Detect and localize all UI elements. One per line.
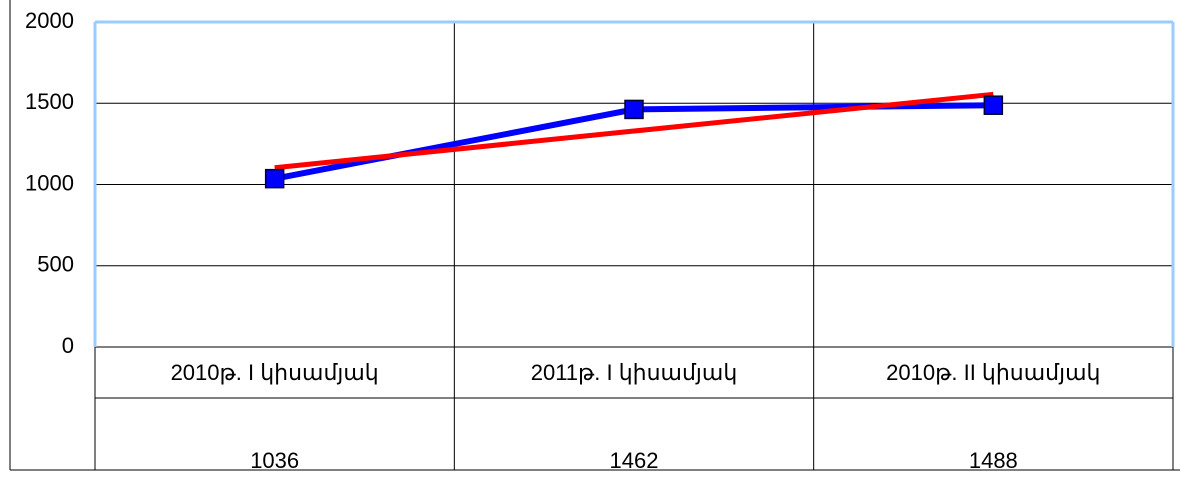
y-tick-label: 2000: [25, 8, 74, 33]
table-value: 1462: [610, 448, 659, 473]
point-marker: [983, 95, 1004, 115]
category-label: 2010թ. II կիսամյակ: [886, 360, 1100, 385]
y-tick-label: 0: [62, 333, 74, 358]
point-marker: [264, 168, 285, 189]
category-label: 2011թ. I կիսամյակ: [531, 360, 738, 385]
point-marker: [624, 99, 644, 120]
table-value: 1036: [250, 448, 299, 473]
y-tick-label: 500: [37, 252, 74, 277]
y-tick-label: 1000: [25, 170, 74, 195]
trend-line: [274, 91, 994, 171]
category-label: 2010թ. I կիսամյակ: [171, 360, 379, 385]
y-tick-label: 1500: [25, 89, 74, 114]
table-value: 1488: [969, 448, 1018, 473]
